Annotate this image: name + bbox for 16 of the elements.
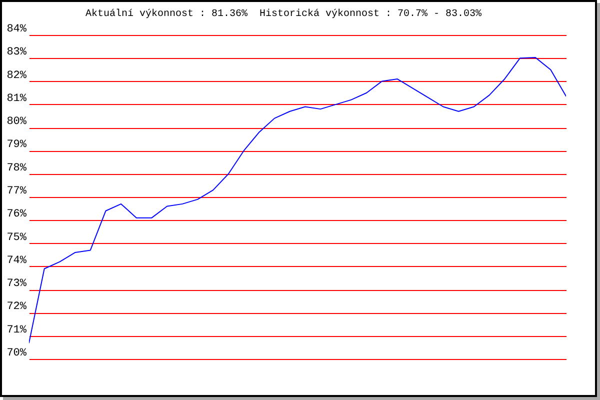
y-tick-label: 81% [6,92,27,105]
y-tick-label: 76% [6,208,27,221]
y-tick-label: 82% [6,70,27,82]
y-tick-label: 78% [6,162,27,174]
y-tick-label: 73% [6,278,27,290]
y-tick-label: 72% [6,301,27,314]
y-tick-label: 70% [6,348,27,360]
y-tick-label: 84% [6,24,27,36]
y-tick-label: 83% [6,46,27,59]
y-tick-label: 71% [6,324,27,336]
chart-title: Aktuální výkonnost : 81.36% Historická výkonnost : 70.7% - 83.03% [85,8,482,20]
y-tick-label: 74% [6,254,27,267]
y-tick-label: 79% [6,139,27,152]
y-tick-label: 80% [6,116,27,128]
y-tick-label: 75% [6,232,27,244]
y-tick-label: 77% [6,186,27,198]
